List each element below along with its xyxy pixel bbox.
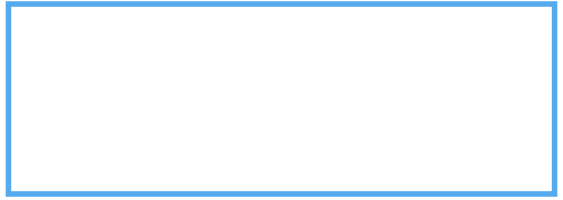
Bar	[51, 16, 148, 69]
Bar	[148, 16, 245, 69]
Bar	[457, 75, 538, 128]
Bar	[260, 136, 329, 187]
Bar	[213, 75, 294, 128]
Bar	[120, 136, 190, 187]
Bar	[329, 136, 399, 187]
Bar	[440, 16, 538, 69]
Bar	[399, 136, 468, 187]
Bar	[132, 75, 213, 128]
Bar	[376, 75, 457, 128]
Bar	[190, 136, 260, 187]
Bar	[343, 16, 440, 69]
FancyBboxPatch shape	[8, 5, 555, 194]
Bar	[51, 75, 132, 128]
Bar	[468, 136, 538, 187]
Bar	[245, 16, 343, 69]
Bar	[294, 75, 376, 128]
Bar	[51, 136, 120, 187]
